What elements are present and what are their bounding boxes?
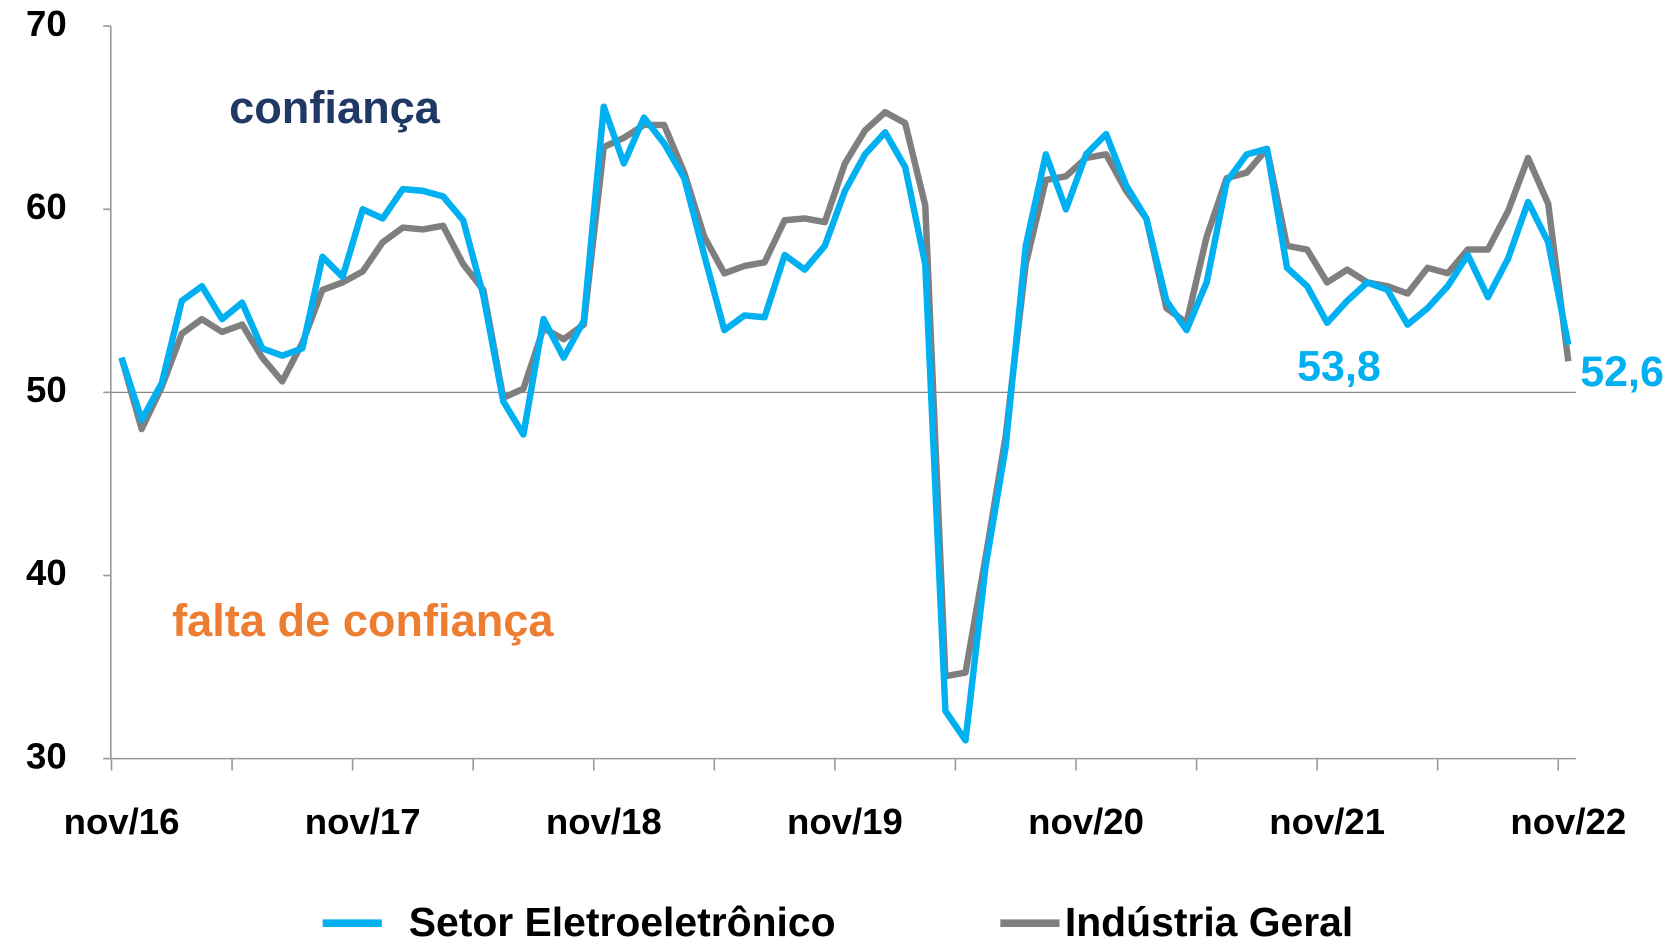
annotation: confiança: [229, 82, 441, 133]
x-tick-label: nov/20: [1028, 801, 1144, 842]
legend-label: Indústria Geral: [1065, 899, 1353, 945]
x-tick-label: nov/19: [787, 801, 903, 842]
y-tick-label: 40: [26, 552, 67, 593]
y-tick-label: 60: [26, 186, 67, 227]
data-label: 53,8: [1297, 342, 1381, 390]
legend-label: Setor Eletroeletrônico: [409, 899, 836, 945]
x-tick-label: nov/17: [305, 801, 421, 842]
y-tick-label: 70: [26, 3, 67, 44]
data-label: 52,6: [1580, 348, 1664, 396]
x-tick-label: nov/22: [1510, 801, 1626, 842]
x-tick-label: nov/21: [1269, 801, 1385, 842]
y-tick-label: 30: [26, 735, 67, 776]
annotation: falta de confiança: [172, 595, 554, 646]
x-tick-label: nov/16: [64, 801, 180, 842]
y-tick-label: 50: [26, 369, 67, 410]
series-line: [118, 108, 1572, 680]
x-tick-label: nov/18: [546, 801, 662, 842]
series-line: [118, 103, 1572, 744]
